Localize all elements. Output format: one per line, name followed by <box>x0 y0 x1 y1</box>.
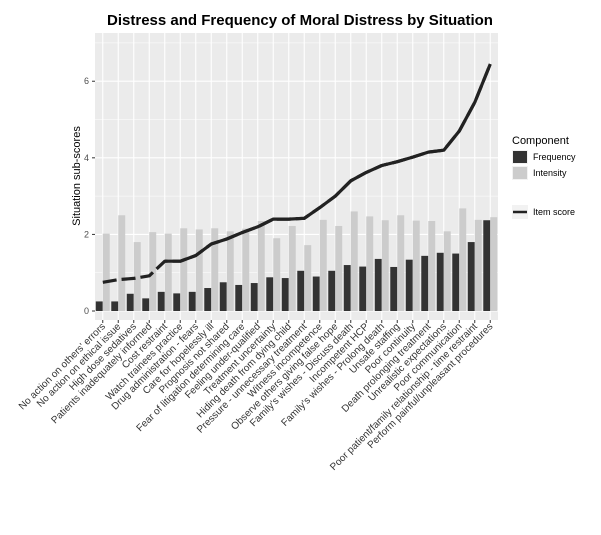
legend-label: Frequency <box>533 152 576 162</box>
bar-frequency <box>219 282 227 311</box>
bars <box>95 208 498 311</box>
chart-title: Distress and Frequency of Moral Distress… <box>107 12 493 29</box>
bar-frequency <box>157 291 165 311</box>
bar-intensity <box>490 217 498 311</box>
bar-intensity <box>443 231 451 311</box>
y-tick-label: 4 <box>84 153 89 163</box>
bar-intensity <box>381 220 389 311</box>
bar-intensity <box>211 228 219 311</box>
bar-frequency <box>173 293 181 311</box>
bar-intensity <box>335 225 343 311</box>
bar-intensity <box>397 215 405 311</box>
bar-intensity <box>257 221 265 311</box>
bar-intensity <box>319 219 327 311</box>
bar-intensity <box>273 238 281 311</box>
bar-intensity <box>149 232 157 311</box>
bar-intensity <box>118 215 126 311</box>
bar-frequency <box>142 298 150 311</box>
y-tick-label: 6 <box>84 76 89 86</box>
bar-intensity <box>412 220 420 311</box>
bar-frequency <box>359 266 367 311</box>
bar-intensity <box>350 211 358 311</box>
bar-frequency <box>328 270 336 311</box>
bar-intensity <box>288 225 296 311</box>
bar-intensity <box>304 245 312 311</box>
legend: Component Frequency Intensity Item score <box>512 135 576 219</box>
bar-intensity <box>242 228 250 311</box>
bar-intensity <box>366 216 374 311</box>
bar-frequency <box>204 288 212 311</box>
bar-frequency <box>111 301 119 311</box>
y-tick-label: 2 <box>84 229 89 239</box>
bar-intensity <box>226 231 234 311</box>
item-score-line-solid <box>164 63 492 263</box>
bar-intensity <box>459 208 467 311</box>
bar-frequency <box>95 301 103 311</box>
bar-frequency <box>126 293 134 311</box>
legend-label: Item score <box>533 207 575 217</box>
bar-intensity <box>180 228 188 311</box>
y-axis-title: Situation sub-scores <box>71 126 83 226</box>
bar-frequency <box>436 252 444 311</box>
bar-frequency <box>235 284 243 311</box>
bar-frequency <box>312 276 320 311</box>
bar-intensity <box>133 242 141 311</box>
bar-frequency <box>297 270 305 311</box>
legend-title: Component <box>512 135 569 147</box>
bar-intensity <box>102 233 110 311</box>
bar-frequency <box>483 220 491 311</box>
bar-frequency <box>250 283 258 311</box>
legend-swatch-intensity <box>513 167 527 179</box>
bar-frequency <box>188 291 196 311</box>
bar-frequency <box>390 266 398 311</box>
y-axis: 0 2 4 6 <box>84 76 95 316</box>
legend-label: Intensity <box>533 168 567 178</box>
legend-swatch-frequency <box>513 151 527 163</box>
bar-intensity <box>164 233 172 311</box>
bar-intensity <box>474 219 482 311</box>
y-tick-label: 0 <box>84 306 89 316</box>
bar-frequency <box>405 259 413 311</box>
bar-frequency <box>421 255 429 311</box>
bar-intensity <box>428 221 436 311</box>
item-score-line-group <box>102 63 492 284</box>
bar-intensity <box>195 229 203 311</box>
bar-frequency <box>467 242 475 311</box>
bar-frequency <box>266 277 274 311</box>
bar-frequency <box>281 278 289 311</box>
bar-frequency <box>374 258 382 311</box>
bar-frequency <box>343 265 351 311</box>
bar-frequency <box>452 253 460 311</box>
